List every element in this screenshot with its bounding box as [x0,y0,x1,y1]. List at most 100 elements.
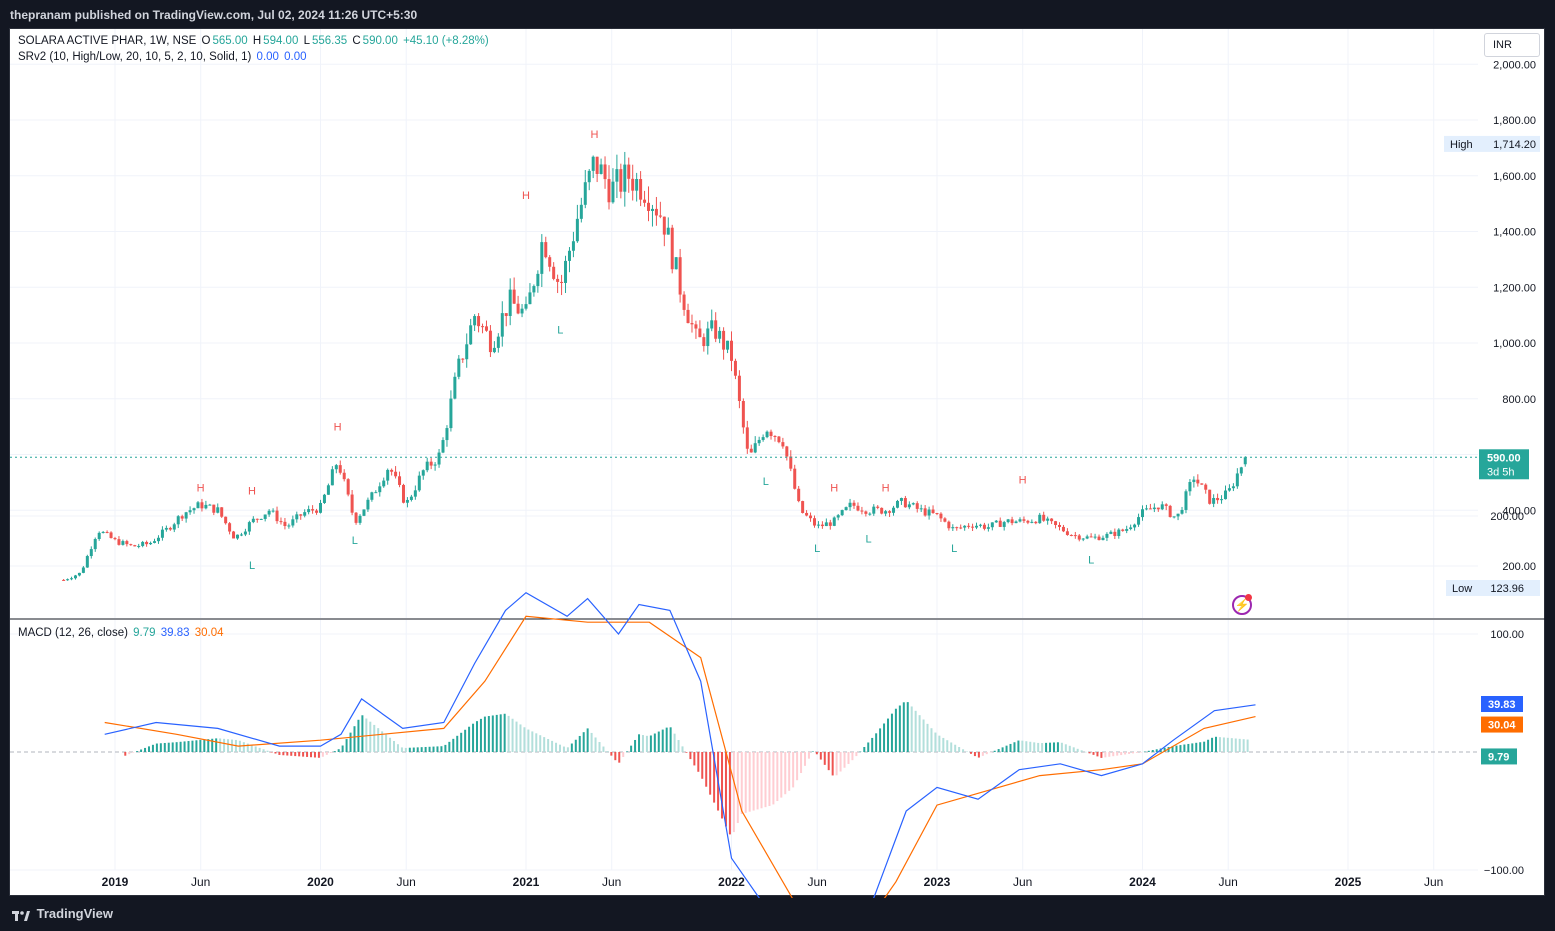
macd-histogram-bar [310,752,313,758]
macd-histogram-bar [839,752,842,772]
macd-histogram-bar [258,747,261,752]
time-tick-label: 2021 [513,875,540,889]
macd-histogram-bar [665,727,668,752]
candle-body [789,456,793,469]
candle-body [737,375,741,401]
macd-histogram-bar [1155,749,1158,752]
candle-body [848,502,852,508]
macd-histogram-bar [286,752,289,756]
candle-body [319,502,322,513]
macd-histogram-bar [780,752,783,798]
candle-body [322,494,326,503]
time-tick-label: Jun [602,875,621,889]
srv2-legend[interactable]: SRv2 (10, High/Low, 20, 10, 5, 2, 10, So… [18,51,309,63]
candle-body [1204,484,1208,490]
macd-histogram-bar [578,735,581,752]
macd-histogram-bar [562,746,565,752]
candle-body [204,504,208,509]
macd-histogram-bar [1068,745,1071,752]
price-tick-label: 1,800.00 [1493,115,1536,127]
candle-body [959,527,963,529]
macd-histogram-bar [349,732,352,752]
candle-body [413,490,417,497]
pivot-low-label: L [1088,554,1094,566]
macd-histogram-bar [879,728,882,752]
candle-body [125,541,129,545]
candle-body [726,340,730,350]
macd-histogram-bar [381,731,384,752]
candle-body [532,286,536,293]
macd-histogram-bar [721,752,724,819]
candle-body [528,292,532,305]
macd-histogram-bar [606,751,609,752]
macd-histogram-bar [724,752,727,827]
macd-histogram-bar [1187,743,1190,752]
candle-body [350,494,354,513]
macd-histogram-bar [373,724,376,752]
macd-histogram-bar [792,752,795,788]
macd-histogram-bar [634,739,637,752]
macd-histogram-bar [610,752,613,756]
candle-body [552,266,556,279]
macd-value-badge-bg [1481,696,1523,713]
currency-button[interactable]: INR [1484,33,1540,57]
macd-histogram-bar [1001,747,1004,752]
candle-body [524,304,528,309]
macd-legend[interactable]: MACD (12, 26, close) 9.79 39.83 30.04 [18,627,226,639]
publish-header: thepranam published on TradingView.com, … [10,8,418,22]
candle-body [1065,531,1069,535]
high-tag-value: 1,714.20 [1493,139,1536,151]
macd-histogram-bar [499,714,502,752]
candle-body [919,508,923,510]
candle-body [840,510,844,516]
time-tick-label: Jun [808,875,827,889]
symbol-legend[interactable]: SOLARA ACTIVE PHAR, 1W, NSE O 565.00 H 594… [18,35,491,47]
candle-body [1220,499,1224,501]
candle-body [797,488,801,502]
macd-histogram-bar [278,752,281,755]
macd-histogram-bar [871,737,874,752]
candle-body [1133,524,1137,528]
price-tick-label: 200.00 [1502,561,1536,573]
macd-histogram-bar [452,738,455,752]
macd-histogram-bar [159,743,162,752]
candle-body [654,208,658,216]
candle-body [860,510,864,512]
close-label: C [352,35,361,47]
candle-body [445,428,449,441]
candle-body [176,516,180,525]
macd-histogram-bar [1163,747,1166,752]
macd-histogram-bar [740,752,743,814]
macd-histogram-bar [333,751,336,752]
candle-body [172,524,176,530]
candle-body [560,281,564,283]
candle-body [733,360,737,376]
candle-body [595,156,599,174]
pivot-high-label: H [197,483,205,495]
candle-body [279,521,283,523]
macd-histogram-bar [519,724,522,752]
candle-body [832,517,836,526]
candle-body [682,294,686,310]
macd-histogram-bar [942,737,945,752]
candle-body [718,330,722,339]
macd-histogram-bar [641,735,644,752]
candle-body [923,508,927,516]
candle-body [1223,490,1227,500]
macd-histogram-bar [396,744,399,752]
macd-histogram-bar [831,752,834,776]
macd-layer [104,591,1256,931]
candle-body [927,509,931,516]
macd-histogram-bar [136,751,139,752]
macd-histogram-bar [946,740,949,752]
candle-body [1125,529,1129,531]
candle-body [1054,521,1058,526]
macd-histogram-bar [713,752,716,803]
chart-frame[interactable] [9,28,1545,896]
macd-histogram-bar [622,752,625,757]
macd-histogram-bar [270,752,273,753]
macd-histogram-bar [412,747,415,752]
macd-histogram-bar [400,747,403,752]
candle-body [137,545,141,547]
